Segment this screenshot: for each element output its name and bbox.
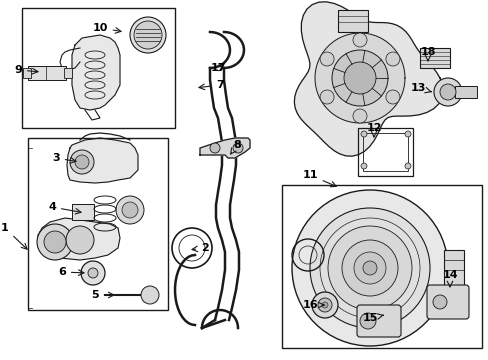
Circle shape (362, 261, 376, 275)
Circle shape (116, 196, 143, 224)
FancyBboxPatch shape (356, 305, 400, 337)
Text: 15: 15 (362, 313, 383, 323)
Circle shape (320, 90, 333, 104)
Polygon shape (200, 138, 249, 158)
Text: 6: 6 (58, 267, 84, 277)
Bar (443, 250, 463, 290)
Bar (28, 66, 66, 80)
Bar (64, 68, 72, 78)
Circle shape (352, 109, 366, 123)
Circle shape (317, 298, 331, 312)
Circle shape (37, 224, 73, 260)
Circle shape (309, 208, 429, 328)
Bar (362, 133, 407, 171)
Polygon shape (72, 35, 120, 110)
Text: 7: 7 (199, 80, 224, 90)
Text: 11: 11 (302, 170, 336, 187)
Circle shape (209, 143, 220, 153)
Bar (72, 204, 94, 220)
Circle shape (130, 17, 165, 53)
Bar (22, 8, 175, 128)
Text: 17: 17 (210, 63, 225, 73)
Circle shape (88, 268, 98, 278)
Circle shape (385, 52, 399, 66)
Bar (23, 68, 31, 78)
Bar (28, 138, 168, 310)
Circle shape (311, 292, 337, 318)
FancyBboxPatch shape (426, 285, 468, 319)
Text: 8: 8 (230, 140, 241, 154)
Polygon shape (314, 33, 404, 123)
Circle shape (360, 131, 366, 137)
Circle shape (433, 78, 461, 106)
Circle shape (81, 261, 105, 285)
Circle shape (44, 231, 66, 253)
Polygon shape (67, 138, 138, 183)
Circle shape (331, 50, 387, 106)
Text: 5: 5 (91, 290, 114, 300)
Text: 1: 1 (1, 223, 27, 249)
Bar (337, 10, 367, 32)
Text: 16: 16 (302, 300, 323, 310)
Circle shape (359, 313, 375, 329)
Text: 12: 12 (366, 123, 381, 137)
Circle shape (439, 84, 455, 100)
Text: 14: 14 (441, 270, 457, 287)
Circle shape (75, 155, 89, 169)
Circle shape (404, 131, 410, 137)
Circle shape (353, 252, 385, 284)
Bar (454, 86, 476, 98)
Circle shape (327, 226, 411, 310)
Circle shape (321, 302, 327, 308)
Polygon shape (294, 2, 443, 156)
Circle shape (404, 163, 410, 169)
Polygon shape (38, 218, 120, 260)
Text: 2: 2 (192, 243, 208, 253)
Circle shape (66, 226, 94, 254)
Text: 9: 9 (14, 65, 38, 75)
Circle shape (232, 143, 243, 153)
Text: 3: 3 (52, 153, 76, 163)
Text: 18: 18 (419, 47, 435, 61)
Circle shape (352, 33, 366, 47)
Circle shape (291, 190, 447, 346)
Circle shape (141, 286, 159, 304)
Bar (419, 48, 449, 68)
Circle shape (134, 21, 162, 49)
Circle shape (343, 62, 375, 94)
Circle shape (432, 295, 446, 309)
Circle shape (122, 202, 138, 218)
Circle shape (341, 240, 397, 296)
Circle shape (70, 150, 94, 174)
Circle shape (385, 90, 399, 104)
Text: 13: 13 (409, 83, 430, 93)
Text: 4: 4 (48, 202, 81, 214)
Circle shape (360, 163, 366, 169)
Bar (357, 128, 412, 176)
Text: 10: 10 (92, 23, 121, 33)
Bar (282, 185, 481, 348)
Circle shape (320, 52, 333, 66)
